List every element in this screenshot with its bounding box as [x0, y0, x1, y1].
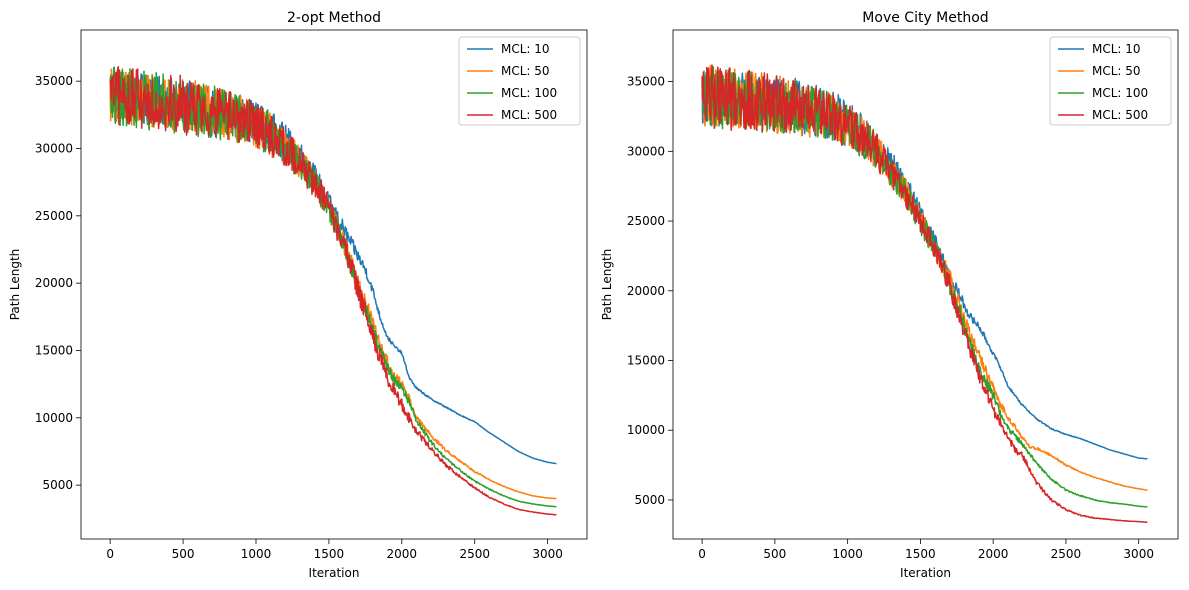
chart-panel-1: 0 500 1000 1500 2000 2500 3000 5000 10000 15000 20…: [8, 10, 588, 580]
x-tick-label: 1000: [832, 547, 863, 561]
x-tick-label: 1500: [905, 547, 936, 561]
x-tick-label: 2500: [1051, 547, 1082, 561]
x-tick-label: 500: [172, 547, 195, 561]
series-line-mcl-500: [109, 65, 557, 516]
y-tick-label: 30000: [627, 144, 665, 158]
chart-title: 2-opt Method: [287, 10, 381, 26]
x-tick-label: 3000: [532, 547, 563, 561]
legend-label-mcl-10: MCL: 10: [501, 42, 550, 56]
y-tick-label: 35000: [35, 74, 73, 88]
plot-frame: [672, 29, 1179, 540]
y-tick-label: 10000: [35, 411, 73, 425]
x-tick-label: 1000: [241, 547, 272, 561]
y-tick-label: 5000: [42, 478, 73, 492]
y-tick-label: 15000: [35, 343, 73, 357]
legend-box: [1049, 36, 1172, 126]
series-group: [701, 64, 1148, 524]
series-line-mcl-50: [109, 68, 557, 500]
x-tick-label: 500: [763, 547, 786, 561]
series-group: [109, 65, 557, 516]
y-tick-label: 25000: [627, 214, 665, 228]
y-tick-label: 10000: [627, 423, 665, 437]
y-tick-label: 30000: [35, 141, 73, 155]
x-tick-label: 2000: [978, 547, 1009, 561]
chart-panel-2: 0 500 1000 1500 2000 2500 3000 5000 10000 15000 20…: [600, 10, 1179, 580]
y-tick-label: 5000: [634, 493, 665, 507]
legend-label-mcl-50: MCL: 50: [1092, 64, 1141, 78]
legend-box: [458, 36, 581, 126]
legend: MCL: 10 MCL: 50 MCL: 100 MCL: 500: [458, 36, 581, 126]
y-tick-label: 25000: [35, 209, 73, 223]
x-axis-label: Iteration: [900, 566, 951, 580]
x-tick-label: 3000: [1123, 547, 1154, 561]
x-tick-label: 1500: [314, 547, 345, 561]
x-axis-label: Iteration: [309, 566, 360, 580]
legend-label-mcl-50: MCL: 50: [501, 64, 550, 78]
y-tick-label: 20000: [627, 284, 665, 298]
chart-title: Move City Method: [862, 10, 988, 26]
series-line-mcl-100: [701, 65, 1148, 508]
y-tick-label: 35000: [627, 75, 665, 89]
series-line-mcl-50: [701, 64, 1148, 491]
y-tick-label: 15000: [627, 354, 665, 368]
legend-label-mcl-500: MCL: 500: [1092, 108, 1148, 122]
y-axis-label: Path Length: [600, 249, 614, 321]
series-line-mcl-100: [109, 66, 557, 508]
y-axis-label: Path Length: [8, 249, 22, 321]
legend-label-mcl-100: MCL: 100: [501, 86, 557, 100]
x-tick-label: 0: [698, 547, 706, 561]
series-line-mcl-500: [701, 64, 1148, 524]
y-tick-label: 20000: [35, 276, 73, 290]
legend-label-mcl-10: MCL: 10: [1092, 42, 1141, 56]
legend: MCL: 10 MCL: 50 MCL: 100 MCL: 500: [1049, 36, 1172, 126]
x-tick-label: 2500: [459, 547, 490, 561]
series-line-mcl-10: [109, 72, 557, 465]
x-tick-label: 0: [106, 547, 114, 561]
x-tick-label: 2000: [387, 547, 418, 561]
legend-label-mcl-100: MCL: 100: [1092, 86, 1148, 100]
legend-label-mcl-500: MCL: 500: [501, 108, 557, 122]
plot-frame: [80, 29, 588, 540]
